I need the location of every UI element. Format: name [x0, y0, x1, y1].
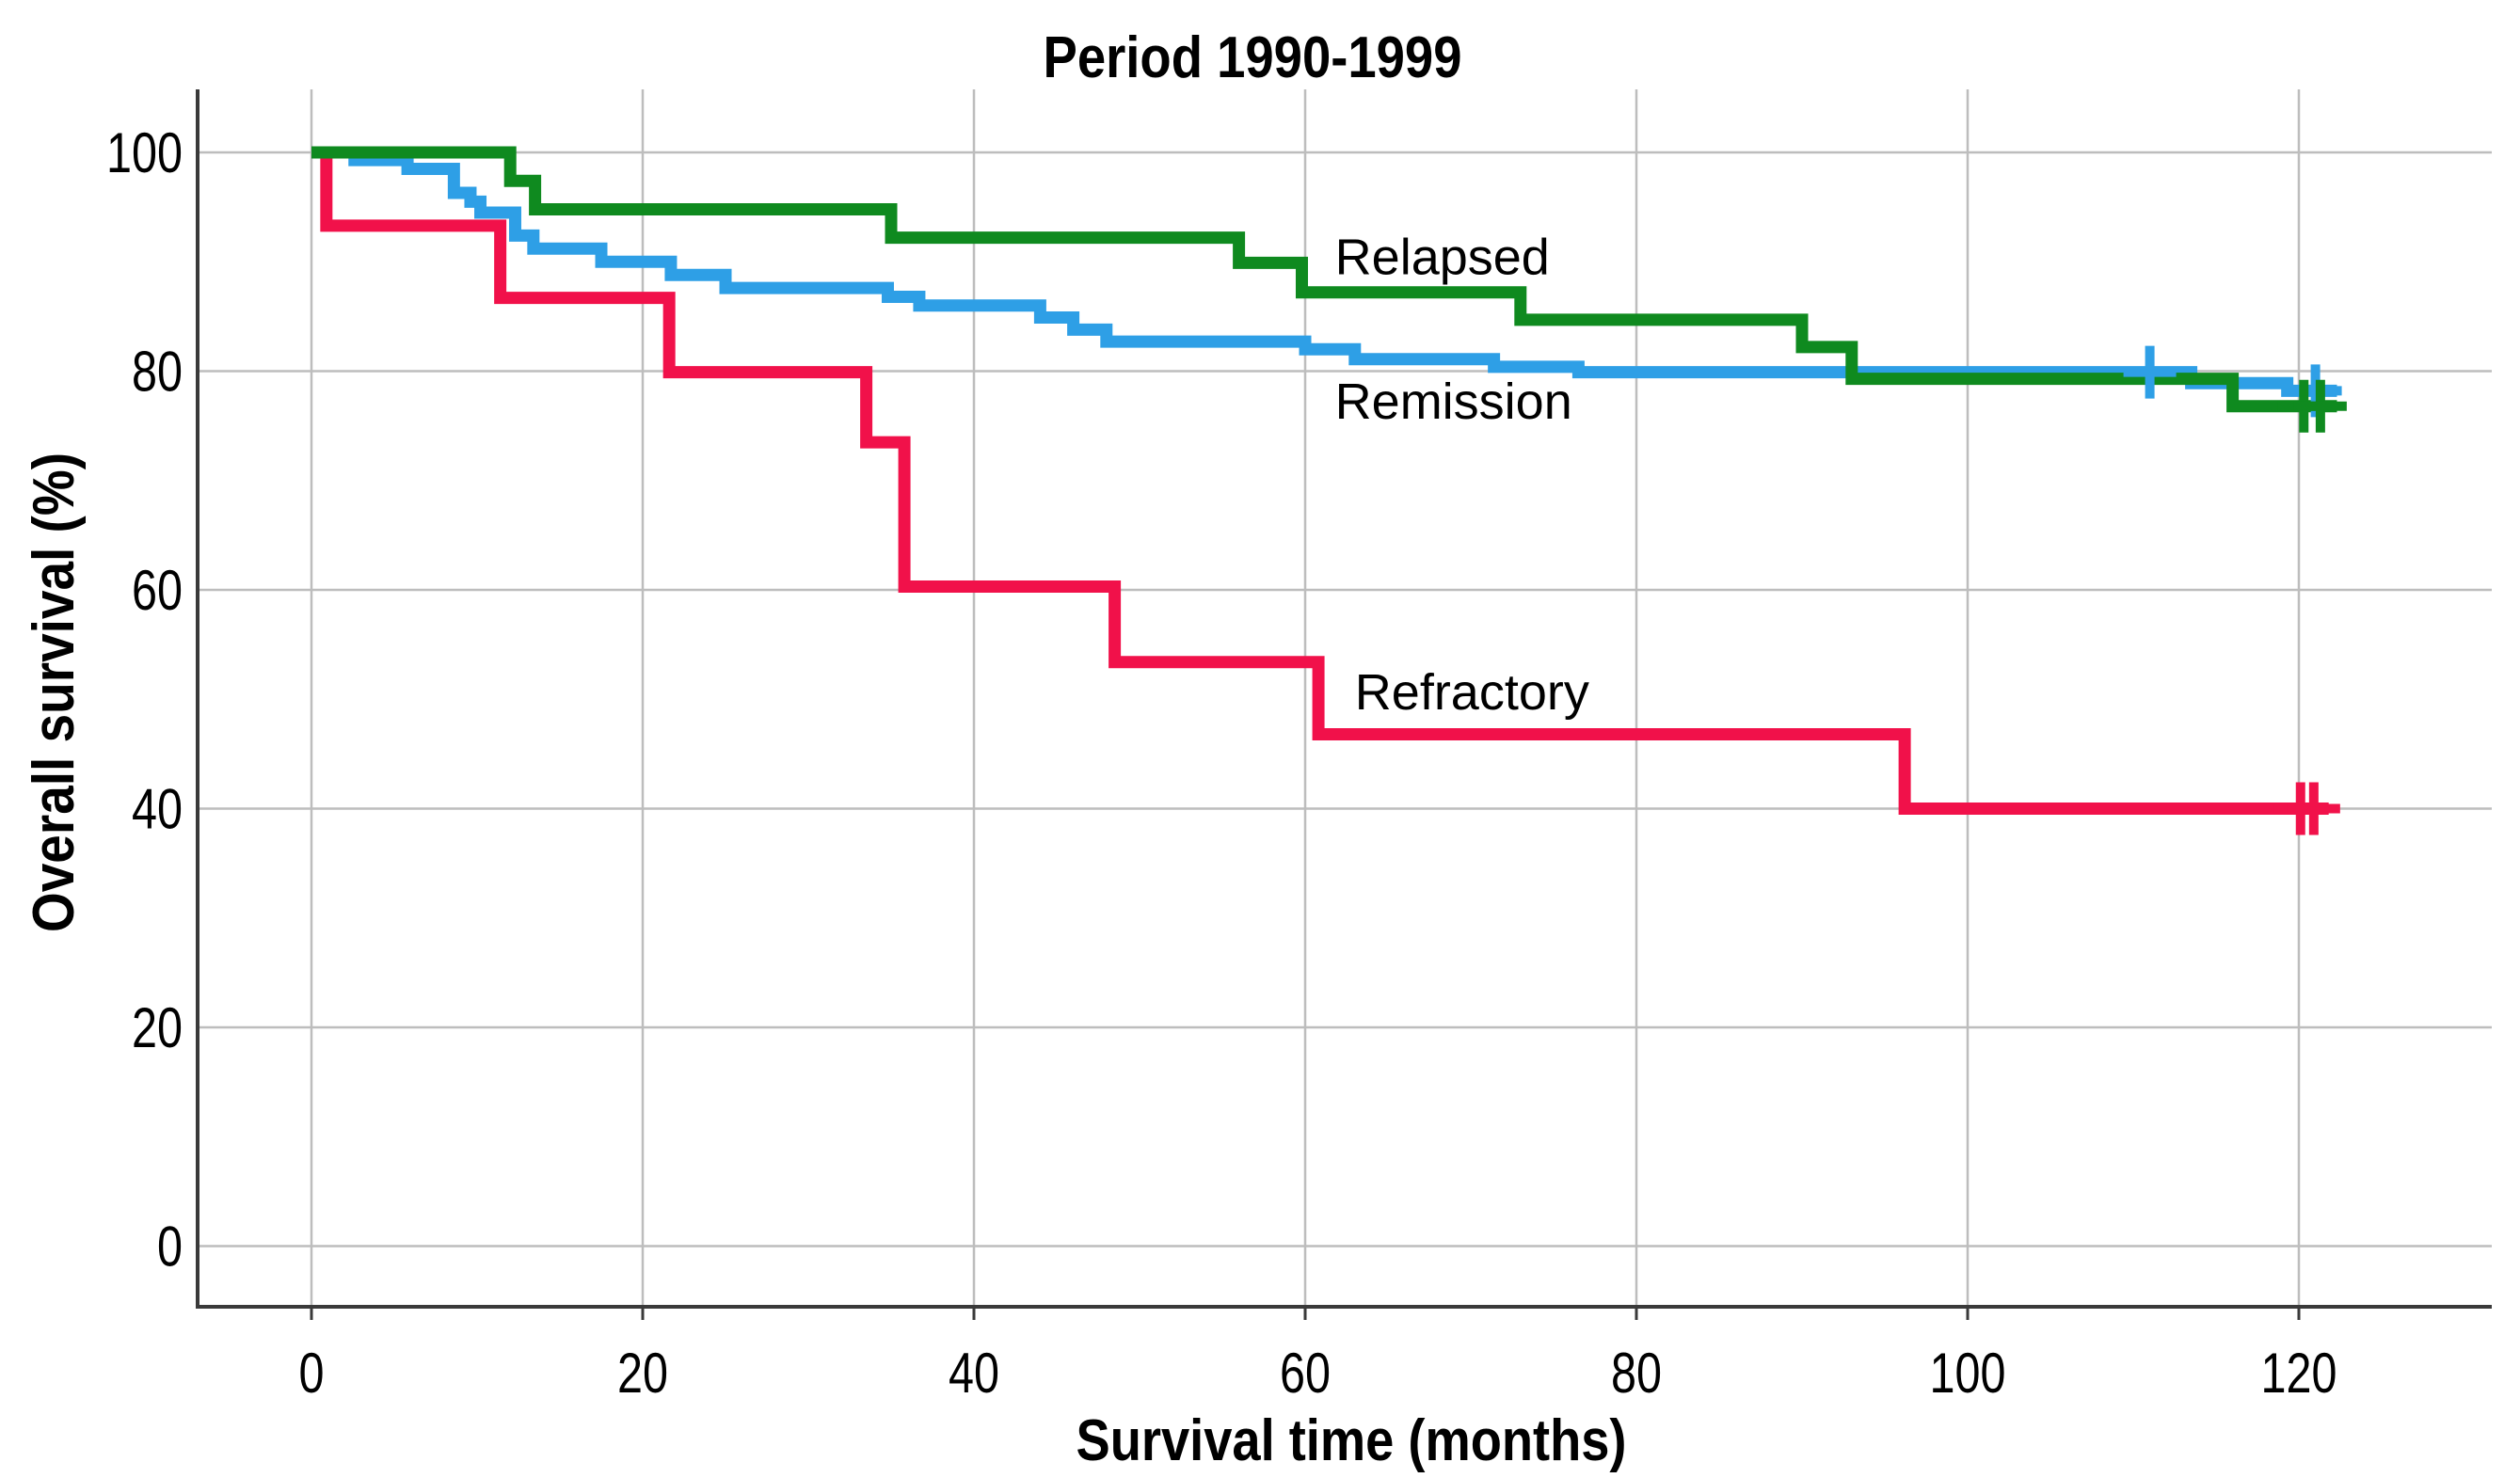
x-tick-label-20: 20 — [617, 1342, 668, 1405]
y-tick-label-0: 0 — [157, 1216, 183, 1279]
x-tick-label-40: 40 — [949, 1342, 999, 1405]
x-tick-label-120: 120 — [2261, 1342, 2337, 1405]
series-curves — [311, 146, 2337, 815]
x-tick-label-80: 80 — [1611, 1342, 1662, 1405]
x-axis-title: Survival time (months) — [1077, 1408, 1627, 1473]
x-tick-label-0: 0 — [299, 1342, 325, 1405]
censor-mark-relapsed — [2293, 379, 2347, 433]
y-tick-label-60: 60 — [132, 559, 183, 622]
y-tick-label-40: 40 — [132, 778, 183, 841]
y-tick-label-20: 20 — [132, 996, 183, 1059]
curve-remission — [311, 146, 2337, 397]
x-tick-label-60: 60 — [1280, 1342, 1331, 1405]
curve-refractory — [311, 146, 2329, 815]
curve-label-relapsed: Relapsed — [1335, 229, 1550, 285]
curve-label-remission: Remission — [1335, 373, 1572, 430]
censor-mark-refractory — [2287, 782, 2340, 835]
censor-marks — [2123, 345, 2347, 835]
x-tick-label-100: 100 — [1930, 1342, 2006, 1405]
chart-title: Period 1990-1999 — [1044, 25, 1462, 90]
tick-labels: 0 20 40 60 80 100 120 0 20 40 60 80 100 Remission Refr… — [106, 121, 2337, 1405]
y-axis-title: Overall survival (%) — [22, 453, 87, 932]
y-tick-label-100: 100 — [106, 121, 183, 184]
y-tick-label-80: 80 — [132, 341, 183, 404]
axes — [196, 89, 2492, 1320]
curve-relapsed — [311, 146, 2337, 413]
curve-label-refractory: Refractory — [1355, 664, 1589, 721]
censor-mark-remission — [2123, 345, 2177, 399]
